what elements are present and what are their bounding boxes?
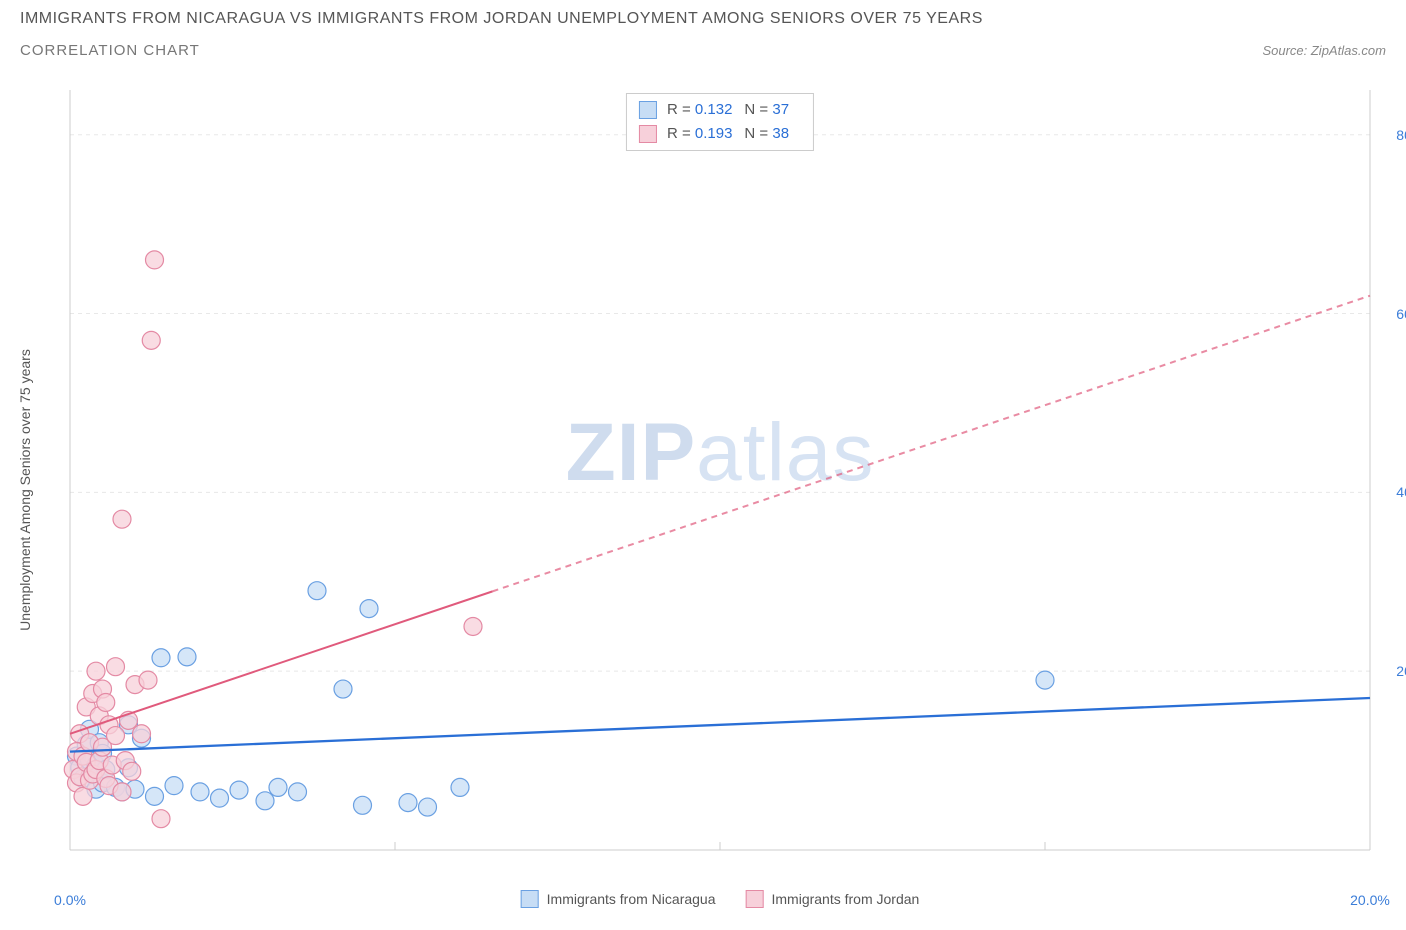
legend-stats-row-jordan: R = 0.193 N = 38: [639, 122, 801, 146]
swatch-nicaragua: [521, 890, 539, 908]
r-label: R =: [667, 101, 695, 118]
y-axis-label: Unemployment Among Seniors over 75 years: [17, 349, 33, 631]
subtitle-row: CORRELATION CHART Source: ZipAtlas.com: [20, 42, 1386, 59]
x-tick: 20.0%: [1350, 892, 1390, 908]
legend-series: Immigrants from Nicaragua Immigrants fro…: [521, 890, 920, 908]
y-tick: 60.0%: [1376, 306, 1406, 322]
n-label: N =: [744, 125, 772, 142]
n-value-nicaragua: 37: [772, 101, 789, 118]
r-value-jordan: 0.193: [695, 125, 733, 142]
y-tick: 40.0%: [1376, 484, 1406, 500]
source-attribution: Source: ZipAtlas.com: [1262, 43, 1386, 58]
n-value-jordan: 38: [772, 125, 789, 142]
swatch-nicaragua: [639, 101, 657, 119]
x-tick: 0.0%: [54, 892, 86, 908]
chart-title: IMMIGRANTS FROM NICARAGUA VS IMMIGRANTS …: [20, 10, 1386, 28]
legend-label-jordan: Immigrants from Jordan: [772, 891, 920, 907]
source-name: ZipAtlas.com: [1311, 43, 1386, 58]
legend-stats-row-nicaragua: R = 0.132 N = 37: [639, 98, 801, 122]
header: IMMIGRANTS FROM NICARAGUA VS IMMIGRANTS …: [0, 0, 1406, 59]
y-tick: 80.0%: [1376, 127, 1406, 143]
n-label: N =: [744, 101, 772, 118]
source-prefix: Source:: [1262, 43, 1310, 58]
scatter-plot: [60, 90, 1380, 880]
swatch-jordan: [639, 125, 657, 143]
chart-container: IMMIGRANTS FROM NICARAGUA VS IMMIGRANTS …: [0, 0, 1406, 930]
y-tick: 20.0%: [1376, 663, 1406, 679]
legend-label-nicaragua: Immigrants from Nicaragua: [547, 891, 716, 907]
r-value-nicaragua: 0.132: [695, 101, 733, 118]
legend-item-nicaragua: Immigrants from Nicaragua: [521, 890, 716, 908]
legend-item-jordan: Immigrants from Jordan: [746, 890, 920, 908]
swatch-jordan: [746, 890, 764, 908]
chart-subtitle: CORRELATION CHART: [20, 42, 200, 59]
r-label: R =: [667, 125, 695, 142]
chart-area: ZIPatlas Unemployment Among Seniors over…: [60, 90, 1380, 880]
legend-stats: R = 0.132 N = 37 R = 0.193 N = 38: [626, 93, 814, 151]
